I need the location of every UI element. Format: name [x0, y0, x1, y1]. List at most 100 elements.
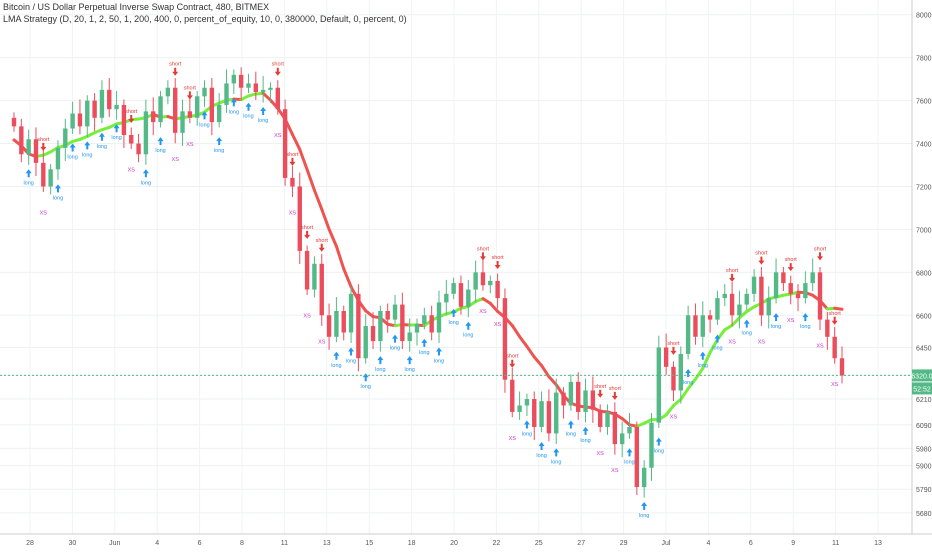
- candle-body: [554, 393, 558, 434]
- long-arrow-icon: [26, 169, 32, 177]
- moving-average-segment: [512, 326, 519, 337]
- chart-title: Bitcoin / US Dollar Perpetual Inverse Sw…: [3, 2, 269, 12]
- x-tick-label: 18: [408, 540, 416, 547]
- candle-body: [56, 148, 60, 169]
- candle-body: [429, 315, 433, 332]
- moving-average-segment: [336, 246, 343, 269]
- x-tick-label: 4: [155, 540, 159, 547]
- long-arrow-icon: [99, 133, 105, 141]
- candle-body: [730, 294, 734, 315]
- candle-body: [173, 88, 177, 133]
- candle-body: [305, 251, 309, 290]
- long-arrow-icon: [348, 347, 354, 355]
- candle-body: [583, 390, 587, 411]
- short-arrow-icon: [172, 68, 178, 76]
- long-arrow-icon: [363, 373, 369, 381]
- signal-label-exit: XS: [479, 309, 487, 315]
- y-tick-label: 5790.0: [916, 487, 932, 494]
- signal-label-long: long: [434, 358, 444, 364]
- candle-body: [378, 311, 382, 341]
- candle-body: [539, 401, 543, 427]
- signal-label-exit: XS: [318, 339, 326, 345]
- long-arrow-icon: [465, 322, 471, 330]
- candle-body: [525, 399, 529, 405]
- x-tick-label: 27: [577, 540, 585, 547]
- candle-body: [41, 163, 45, 187]
- signal-label-long: long: [390, 346, 400, 352]
- signal-label-exit: XS: [40, 210, 48, 216]
- long-arrow-icon: [245, 103, 251, 111]
- candle-body: [70, 113, 74, 128]
- long-arrow-icon: [583, 427, 589, 435]
- signal-label-long: long: [214, 148, 224, 154]
- short-arrow-icon: [670, 347, 676, 355]
- signal-label-short: short: [316, 238, 329, 244]
- candle-body: [129, 135, 133, 144]
- candle-body: [708, 315, 712, 319]
- x-tick-label: 25: [535, 540, 543, 547]
- signal-label-long: long: [742, 331, 752, 337]
- moving-average-segment: [732, 318, 739, 326]
- signal-label-long: long: [361, 384, 371, 390]
- moving-average-segment: [329, 229, 336, 246]
- candle-body: [356, 294, 360, 358]
- moving-average-segment: [835, 308, 842, 309]
- candle-body: [495, 281, 499, 298]
- short-arrow-icon: [817, 252, 823, 260]
- signal-label-short: short: [755, 251, 768, 257]
- x-tick-label: 13: [874, 540, 882, 547]
- short-arrow-icon: [832, 317, 838, 325]
- signal-label-exit: XS: [597, 451, 605, 457]
- signal-label-short: short: [301, 225, 314, 231]
- long-arrow-icon: [377, 356, 383, 364]
- candle-body: [796, 294, 800, 298]
- signal-label-long: long: [551, 459, 561, 465]
- candle-body: [752, 277, 756, 294]
- candle-body: [393, 305, 397, 320]
- y-tick-label: 5980.0: [916, 446, 932, 453]
- candle-body: [686, 315, 690, 354]
- candle-body: [459, 283, 463, 307]
- signal-label-long: long: [243, 114, 253, 120]
- candle-body: [166, 88, 170, 97]
- candle-body: [671, 367, 675, 391]
- signal-label-long: long: [624, 459, 634, 465]
- candle-body: [92, 101, 96, 118]
- long-arrow-icon: [568, 420, 574, 428]
- long-arrow-icon: [744, 320, 750, 328]
- candle-body: [715, 298, 719, 319]
- long-arrow-icon: [656, 438, 662, 446]
- candle-body: [202, 88, 206, 97]
- signal-label-exit: XS: [494, 322, 502, 328]
- candle-body: [19, 126, 23, 154]
- moving-average-segment: [534, 357, 541, 366]
- long-arrow-icon: [333, 352, 339, 360]
- signal-label-long: long: [771, 324, 781, 330]
- moving-average-segment: [344, 269, 351, 287]
- y-tick-label: 7400.0: [916, 142, 932, 149]
- signal-label-long: long: [53, 195, 63, 201]
- long-arrow-icon: [524, 420, 530, 428]
- signal-label-long: long: [654, 449, 664, 455]
- candle-body: [407, 332, 411, 341]
- x-tick-label: 15: [365, 540, 373, 547]
- signal-label-exit: XS: [289, 210, 297, 216]
- candle-body: [569, 382, 573, 406]
- short-arrow-icon: [509, 360, 515, 368]
- x-tick-label: 11: [832, 540, 839, 547]
- x-tick-label: 30: [69, 540, 77, 547]
- candle-body: [437, 302, 441, 332]
- candle-body: [78, 113, 82, 126]
- y-tick-label: 7000.0: [916, 227, 932, 234]
- candle-body: [320, 264, 324, 316]
- candle-body: [224, 83, 228, 104]
- long-arrow-icon: [700, 352, 706, 360]
- long-arrow-icon: [84, 141, 90, 149]
- candle-body: [825, 320, 829, 337]
- signal-label-short: short: [785, 257, 798, 263]
- candle-body: [598, 410, 602, 427]
- moving-average-segment: [307, 169, 314, 190]
- x-tick-label: 22: [493, 540, 501, 547]
